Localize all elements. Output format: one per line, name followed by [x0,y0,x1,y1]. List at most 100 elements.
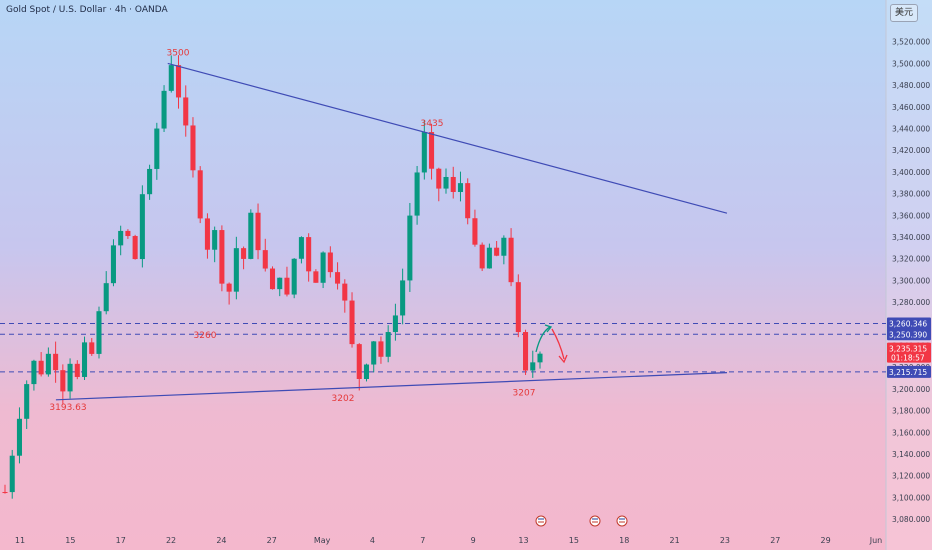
candle-body [110,245,116,284]
countdown-label: 01:18:57 [891,354,925,363]
candle-body [139,194,145,260]
candle-body [9,455,15,493]
price-annotation: 3207 [513,388,536,398]
projection-up-arrow [535,326,551,353]
candle-body [24,384,30,419]
candle-body [38,360,44,375]
candle-body [530,362,536,371]
candle-body [327,252,333,273]
candle-body [429,132,435,169]
y-tick-label: 3,180.000 [892,407,930,416]
candle-body [486,247,492,269]
candle-body [356,344,362,380]
candle-body [53,353,59,371]
projection-down-arrowhead [558,354,568,364]
candle-body [175,65,182,98]
candle-body [515,282,521,333]
y-tick-label: 3,480.000 [892,81,930,90]
candle-body [472,218,478,245]
candle-body [378,341,384,357]
candle-body [436,168,442,189]
y-tick-label: 3,440.000 [892,125,930,134]
x-tick-label: 15 [65,536,75,545]
x-tick-label: 27 [770,536,780,545]
y-tick-label: 3,200.000 [892,385,930,394]
candle-body [67,363,73,392]
trendline-support [55,372,727,401]
y-tick-label: 3,400.000 [892,168,930,177]
candle-body [443,176,449,189]
candle-body [147,168,153,195]
y-tick-label: 3,160.000 [892,428,930,437]
projection-down-arrow [551,328,565,360]
candle-body [465,183,471,219]
x-tick-label: 9 [471,536,476,545]
level-price-tag [887,365,931,378]
current-price-tag [887,342,931,363]
chart-title: Gold Spot / U.S. Dollar · 4h · OANDA [6,5,168,15]
y-tick-label: 3,120.000 [892,472,930,481]
x-tick-label: 23 [720,536,730,545]
candle-body [284,277,290,295]
candle-body [248,212,254,259]
candle-body [226,283,232,292]
candle-body [508,237,514,283]
level-price-label: 3,260.346 [889,319,927,328]
candle-body [183,97,189,126]
candle-body [450,176,456,192]
x-tick-label: May [314,536,331,545]
candle-body [306,237,312,272]
candle-body [190,125,196,171]
candle-body [255,212,261,251]
x-tick-label: 27 [267,536,277,545]
x-tick-label: 4 [370,536,375,545]
x-tick-label: 29 [821,536,831,545]
candle-body [291,258,297,295]
price-annotation: 3193.63 [49,403,86,413]
candle-body [494,247,500,256]
y-tick-label: 3,460.000 [892,103,930,112]
candle-body [457,183,464,192]
candle-body [118,230,124,246]
level-price-label: 3,250.390 [889,330,927,339]
candle-body [501,237,507,256]
level-price-tag [887,328,931,341]
price-annotation: 3260 [194,331,217,341]
candle-body [89,342,95,354]
candle-body [269,268,276,290]
candle-body [421,132,427,173]
candle-body [219,230,225,284]
level-price-label: 3,215.715 [889,368,927,377]
y-tick-label: 3,500.000 [892,59,930,68]
trendline-resistance [167,62,728,214]
candle-body [168,65,174,91]
projection-up-arrowhead [544,324,553,333]
level-price-tag [887,317,931,330]
candle-body [342,283,348,301]
x-tick-label: 7 [420,536,425,545]
y-tick-label: 3,360.000 [892,211,930,220]
candle-body [371,341,377,365]
y-tick-label: 3,520.000 [892,38,930,47]
candle-body [197,170,203,219]
x-tick-label: Jun [869,536,883,545]
candle-body [103,283,109,312]
candle-body [161,90,167,129]
candle-body [204,218,210,250]
candle-body [154,128,160,169]
candle-body [523,332,529,371]
x-tick-label: 15 [569,536,579,545]
y-tick-label: 3,280.000 [892,298,930,307]
currency-button[interactable]: 美元 [890,4,918,22]
y-tick-label: 3,320.000 [892,255,930,264]
x-tick-label: 21 [669,536,679,545]
price-axis-panel [886,0,932,550]
candle-body [16,418,22,456]
candle-body [349,300,355,345]
candle-body [392,315,398,333]
candle-body [277,277,283,290]
x-tick-label: 24 [216,536,226,545]
y-tick-label: 3,080.000 [892,515,930,524]
candle-body [96,311,102,354]
